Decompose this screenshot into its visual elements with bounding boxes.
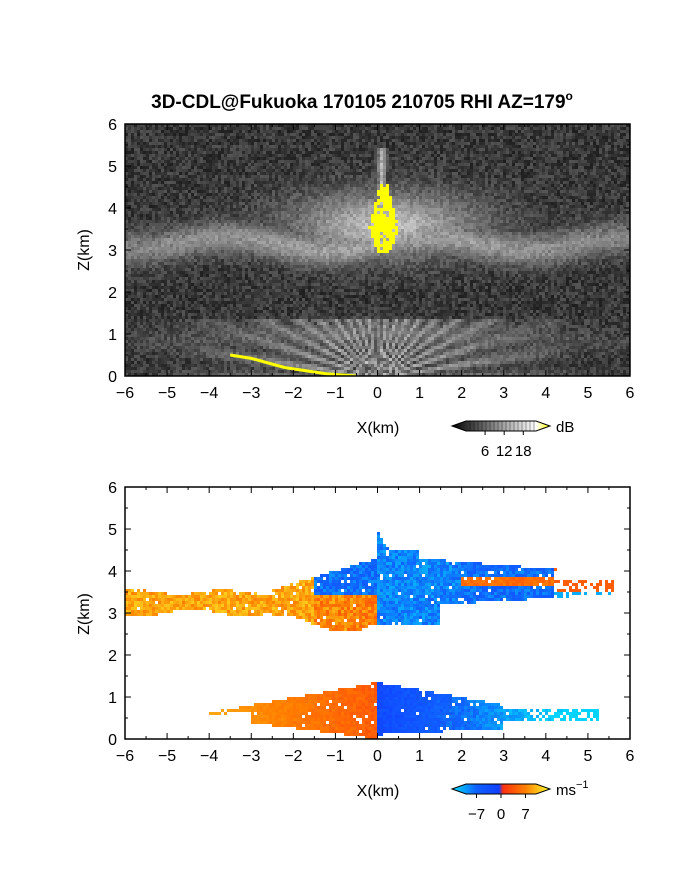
reflectivity-heatmap <box>125 124 630 376</box>
velocity-colorbar-tick-label: 0 <box>497 806 505 823</box>
velocity-xtick-label: 4 <box>541 748 550 765</box>
reflectivity-xtick-label: 4 <box>541 385 550 402</box>
chart-title: 3D-CDL@Fukuoka 170105 210705 RHI AZ=179o <box>151 89 573 113</box>
velocity-xlabel: X(km) <box>357 783 400 800</box>
velocity-colorbar-tick-label: −7 <box>468 806 485 823</box>
reflectivity-colorbar-unit: dB <box>556 419 574 436</box>
reflectivity-colorbar: dB 6 12 18 <box>450 419 574 460</box>
reflectivity-ytick-label: 5 <box>108 159 117 176</box>
reflectivity-colorbar-tick-label: 12 <box>496 443 513 460</box>
velocity-colorbar-bar <box>450 783 552 795</box>
reflectivity-panel: −6 −5 −4 −3 −2 −1 0 1 2 3 4 5 6 0 1 2 3 4 5 6 X(km) Z(km) <box>76 117 635 437</box>
reflectivity-xtick-label: 3 <box>499 385 508 402</box>
velocity-ytick-label: 3 <box>108 606 117 623</box>
reflectivity-axes: −6 −5 −4 −3 −2 −1 0 1 2 3 4 5 6 0 1 2 3 4 5 6 <box>108 117 634 402</box>
velocity-panel: −6 −5 −4 −3 −2 −1 0 1 2 3 4 5 6 0 1 2 3 4 5 6 X(km) Z(km) <box>76 480 635 800</box>
velocity-axes: −6 −5 −4 −3 −2 −1 0 1 2 3 4 5 6 0 1 2 3 4 5 6 <box>108 480 634 765</box>
reflectivity-xtick-label: −2 <box>284 385 302 402</box>
velocity-ytick-label: 2 <box>108 648 117 665</box>
reflectivity-xtick-label: 5 <box>583 385 592 402</box>
reflectivity-xlabel: X(km) <box>357 420 400 437</box>
velocity-xtick-label: 5 <box>583 748 592 765</box>
reflectivity-xtick-label: −5 <box>158 385 176 402</box>
surface-clutter-line <box>229 353 357 376</box>
velocity-xtick-label: 6 <box>626 748 635 765</box>
velocity-xtick-label: 3 <box>499 748 508 765</box>
reflectivity-colorbar-bar <box>450 420 552 432</box>
reflectivity-ytick-label: 6 <box>108 117 117 134</box>
reflectivity-ytick-label: 0 <box>108 369 117 386</box>
reflectivity-xtick-label: −6 <box>116 385 134 402</box>
velocity-colorbar-unit: ms−1 <box>556 779 589 799</box>
reflectivity-ytick-label: 4 <box>108 201 117 218</box>
reflectivity-xtick-label: 6 <box>626 385 635 402</box>
reflectivity-xtick-label: 1 <box>415 385 424 402</box>
reflectivity-ytick-label: 2 <box>108 285 117 302</box>
reflectivity-ytick-label: 1 <box>108 327 117 344</box>
velocity-colorbar: ms−1 −7 0 7 <box>450 779 589 823</box>
velocity-xtick-label: 2 <box>457 748 466 765</box>
velocity-colorbar-tick-label: 7 <box>521 806 529 823</box>
velocity-ytick-label: 5 <box>108 522 117 539</box>
velocity-ytick-label: 0 <box>108 732 117 749</box>
reflectivity-xtick-label: −3 <box>242 385 260 402</box>
reflectivity-xtick-label: −4 <box>200 385 218 402</box>
reflectivity-xtick-label: −1 <box>326 385 344 402</box>
velocity-xtick-label: −1 <box>326 748 344 765</box>
velocity-xtick-label: −5 <box>158 748 176 765</box>
velocity-xtick-label: −4 <box>200 748 218 765</box>
reflectivity-colorbar-tick-label: 6 <box>481 443 489 460</box>
velocity-xtick-label: 1 <box>415 748 424 765</box>
velocity-ylabel: Z(km) <box>76 593 93 635</box>
reflectivity-ylabel: Z(km) <box>76 229 93 271</box>
velocity-heatmap <box>125 532 614 739</box>
velocity-ytick-label: 1 <box>108 690 117 707</box>
reflectivity-colorbar-tick-label: 18 <box>515 443 532 460</box>
reflectivity-xtick-label: 0 <box>373 385 382 402</box>
reflectivity-ytick-label: 3 <box>108 243 117 260</box>
velocity-ytick-label: 4 <box>108 564 117 581</box>
velocity-ytick-label: 6 <box>108 480 117 497</box>
velocity-xtick-label: −6 <box>116 748 134 765</box>
velocity-xtick-label: −3 <box>242 748 260 765</box>
reflectivity-xtick-label: 2 <box>457 385 466 402</box>
velocity-xtick-label: −2 <box>284 748 302 765</box>
velocity-xtick-label: 0 <box>373 748 382 765</box>
